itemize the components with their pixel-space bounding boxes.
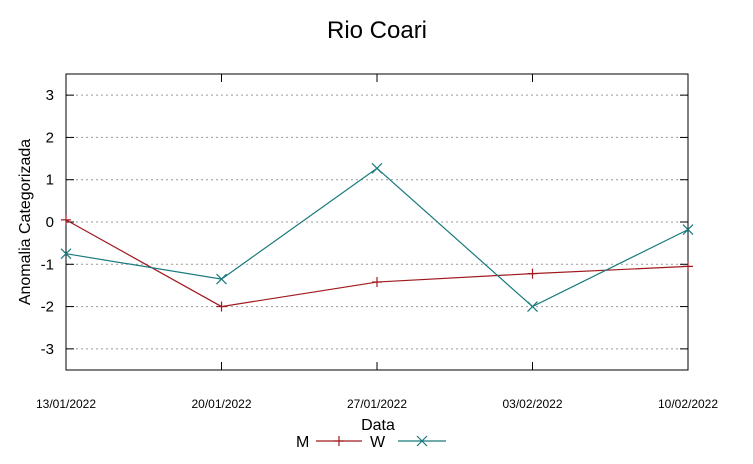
- axis-ticks: 3 2 1 0 -1 -2 -3 13/01/2022 20/01/2022 27/01/2022…: [36, 74, 718, 411]
- legend-label-w: W: [370, 434, 386, 451]
- y-tick-label: 2: [46, 129, 54, 146]
- series-group: [60, 162, 694, 312]
- series-w-marker-d2: [371, 162, 383, 174]
- y-tick-label: -3: [41, 341, 54, 358]
- series-m-point: [372, 277, 382, 288]
- series-w-marker-d2: [216, 273, 227, 285]
- series-w-point: [527, 301, 538, 312]
- y-tick-label: -1: [41, 256, 54, 273]
- series-w-marker-d2: [682, 224, 694, 236]
- grid-lines: [66, 94, 688, 350]
- y-tick-label: -2: [41, 299, 54, 316]
- legend-item-m: M: [296, 434, 362, 451]
- x-tick-label: 13/01/2022: [36, 397, 96, 411]
- series-m-point: [216, 301, 227, 312]
- x-tick-label: 20/01/2022: [191, 397, 251, 411]
- series-m-line: [65, 219, 689, 308]
- x-tick-label: 03/02/2022: [502, 397, 562, 411]
- series-w-marker-d2: [527, 301, 538, 312]
- series-w-point: [216, 273, 227, 285]
- y-tick-label: 3: [46, 87, 54, 104]
- series-w-point: [60, 248, 72, 260]
- legend-item-w: W: [370, 434, 446, 451]
- series-m-point: [61, 214, 71, 225]
- legend-label-m: M: [296, 434, 309, 451]
- series-w-point: [371, 162, 383, 174]
- x-axis-label: Data: [361, 417, 395, 434]
- series-m-point: [683, 261, 693, 272]
- y-tick-label: 1: [46, 172, 54, 189]
- chart-title: Rio Coari: [327, 17, 427, 44]
- x-tick-label: 10/02/2022: [658, 397, 718, 411]
- series-w-point: [682, 224, 694, 236]
- y-tick-label: 0: [46, 214, 54, 231]
- series-m-point: [527, 268, 538, 279]
- x-tick-label: 27/01/2022: [347, 397, 407, 411]
- series-w-marker-d2: [60, 248, 72, 260]
- y-axis-label: Anomalia Categorizada: [17, 139, 34, 305]
- legend-marker-w-d2: [416, 435, 428, 447]
